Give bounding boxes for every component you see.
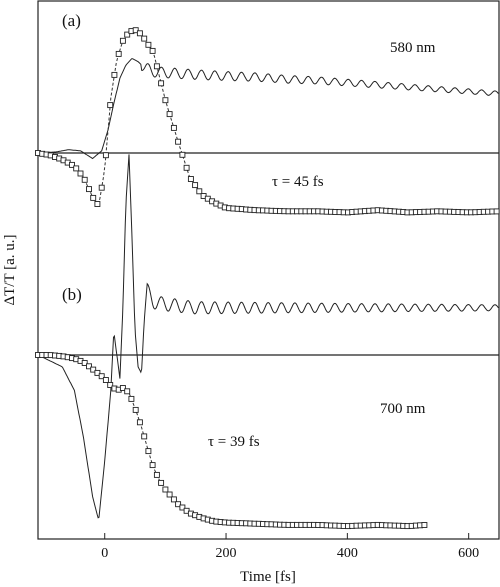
data-point-marker xyxy=(141,433,148,440)
data-point-marker xyxy=(90,366,97,373)
data-point-marker xyxy=(149,47,156,54)
data-point-marker xyxy=(187,176,194,182)
y-axis-label: ΔT/T [a. u.] xyxy=(2,234,18,305)
panel-a-wavelength: 580 nm xyxy=(390,40,436,56)
data-point-marker xyxy=(149,462,156,469)
solid-trace-line xyxy=(37,154,499,519)
data-point-marker xyxy=(107,382,114,388)
data-point-marker xyxy=(128,395,135,402)
data-point-marker xyxy=(179,504,186,511)
data-point-marker xyxy=(90,194,97,201)
data-point-marker xyxy=(153,63,160,70)
panel-b-wavelength: 700 nm xyxy=(380,401,426,417)
data-point-marker xyxy=(107,102,114,109)
data-point-marker xyxy=(94,369,101,376)
data-point-marker xyxy=(141,35,148,42)
x-tick-label: 200 xyxy=(216,546,237,561)
data-point-marker xyxy=(124,31,131,38)
data-point-marker xyxy=(124,388,131,395)
data-point-marker xyxy=(102,152,109,159)
x-tick-label: 0 xyxy=(101,546,108,561)
data-point-marker xyxy=(98,184,105,191)
x-tick-label: 400 xyxy=(337,546,358,561)
data-point-marker xyxy=(179,151,186,158)
data-point-marker xyxy=(145,41,152,48)
data-point-marker xyxy=(145,448,152,455)
data-point-marker xyxy=(94,201,101,207)
data-point-marker xyxy=(170,124,177,131)
data-point-marker xyxy=(132,27,139,34)
data-point-marker xyxy=(183,164,190,171)
data-point-marker xyxy=(73,165,80,172)
solid-trace-line xyxy=(37,58,499,160)
data-point-marker xyxy=(111,71,118,78)
data-point-marker xyxy=(86,186,92,193)
panel-b xyxy=(35,154,499,530)
panel-a xyxy=(35,27,500,216)
fit-dashed-line xyxy=(37,29,499,213)
data-point-marker xyxy=(119,385,126,391)
data-point-marker xyxy=(136,30,143,37)
data-point-marker xyxy=(86,363,92,370)
data-point-marker xyxy=(153,471,160,478)
panel-a-label: (a) xyxy=(62,11,81,30)
data-point-marker xyxy=(196,188,203,195)
data-point-marker xyxy=(81,176,88,183)
x-axis-ticks: 0 200 400 600 xyxy=(101,533,479,561)
data-point-marker xyxy=(98,373,105,380)
data-point-marker xyxy=(175,138,182,145)
data-point-marker xyxy=(115,50,122,57)
panel-b-tau: τ = 39 fs xyxy=(208,434,260,450)
data-point-marker xyxy=(175,501,182,508)
x-axis-label: Time [fs] xyxy=(240,569,296,585)
x-tick-label: 600 xyxy=(458,546,479,561)
data-point-marker xyxy=(77,170,84,177)
data-point-marker xyxy=(166,111,173,118)
data-point-marker xyxy=(170,496,177,503)
panel-a-tau: τ = 45 fs xyxy=(272,174,324,190)
data-point-marker xyxy=(166,491,173,498)
data-point-marker xyxy=(162,486,169,493)
data-point-marker xyxy=(69,161,75,168)
data-point-marker xyxy=(102,377,109,383)
data-point-marker xyxy=(421,522,428,528)
data-point-marker xyxy=(493,208,500,215)
plot-frame xyxy=(37,0,500,540)
data-point-marker xyxy=(192,182,199,189)
data-point-marker xyxy=(132,406,139,413)
data-point-marker xyxy=(158,80,165,87)
data-point-marker xyxy=(81,360,88,366)
data-point-marker xyxy=(136,419,143,426)
data-point-marker xyxy=(119,37,126,44)
panel-b-label: (b) xyxy=(62,285,82,304)
data-point-marker xyxy=(158,479,165,486)
data-point-marker xyxy=(162,97,169,104)
